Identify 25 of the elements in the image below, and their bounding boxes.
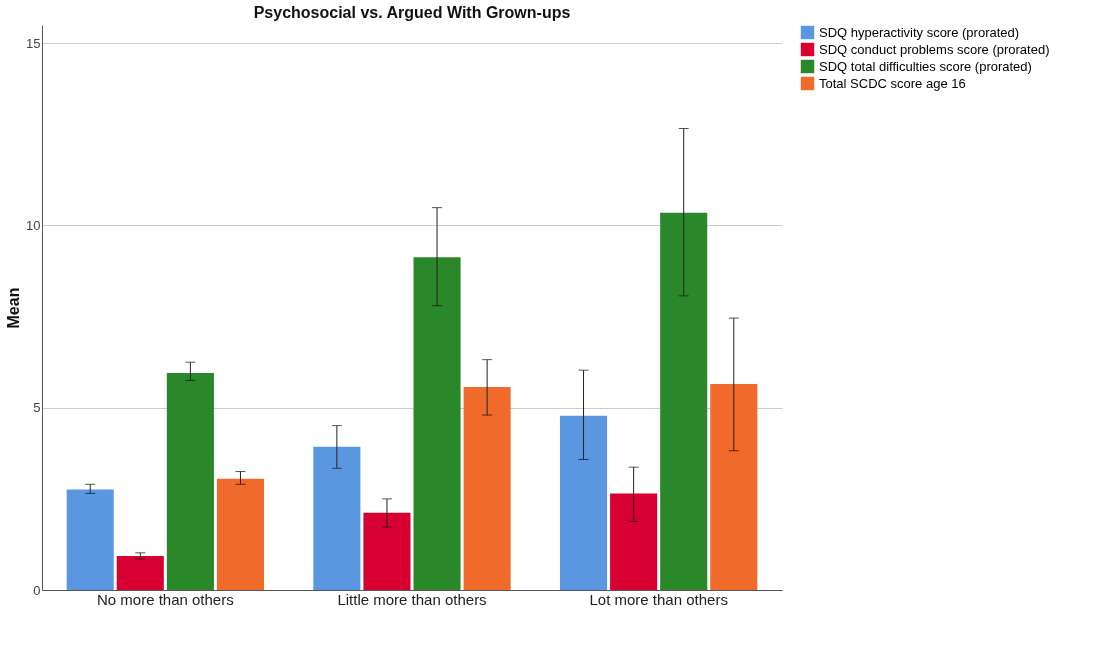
- bar: [313, 446, 361, 590]
- bar: [610, 493, 658, 590]
- bar: [116, 556, 164, 590]
- x-tick-label: No more than others: [96, 590, 234, 608]
- bar: [166, 373, 214, 590]
- y-tick-label: 0: [33, 582, 41, 598]
- legend-label: Total SCDC score age 16: [819, 75, 966, 91]
- bar: [710, 384, 758, 590]
- legend-label: SDQ conduct problems score (prorated): [819, 41, 1050, 57]
- chart-title: Psychosocial vs. Argued With Grown-ups: [253, 4, 571, 21]
- bar: [363, 512, 411, 590]
- y-tick-label: 5: [33, 400, 41, 416]
- bar: [216, 478, 264, 590]
- legend-label: SDQ hyperactivity score (prorated): [819, 24, 1020, 40]
- legend-label: SDQ total difficulties score (prorated): [819, 58, 1032, 74]
- bar: [560, 415, 608, 590]
- bar: [660, 212, 708, 590]
- x-tick-label: Lot more than others: [589, 590, 728, 608]
- y-axis-title: Mean: [5, 287, 23, 329]
- bar: [463, 386, 511, 590]
- bar: [66, 489, 114, 590]
- x-tick-label: Little more than others: [337, 590, 487, 608]
- y-tick-label: 10: [26, 217, 41, 233]
- y-tick-label: 15: [26, 35, 41, 51]
- bar: [413, 257, 461, 590]
